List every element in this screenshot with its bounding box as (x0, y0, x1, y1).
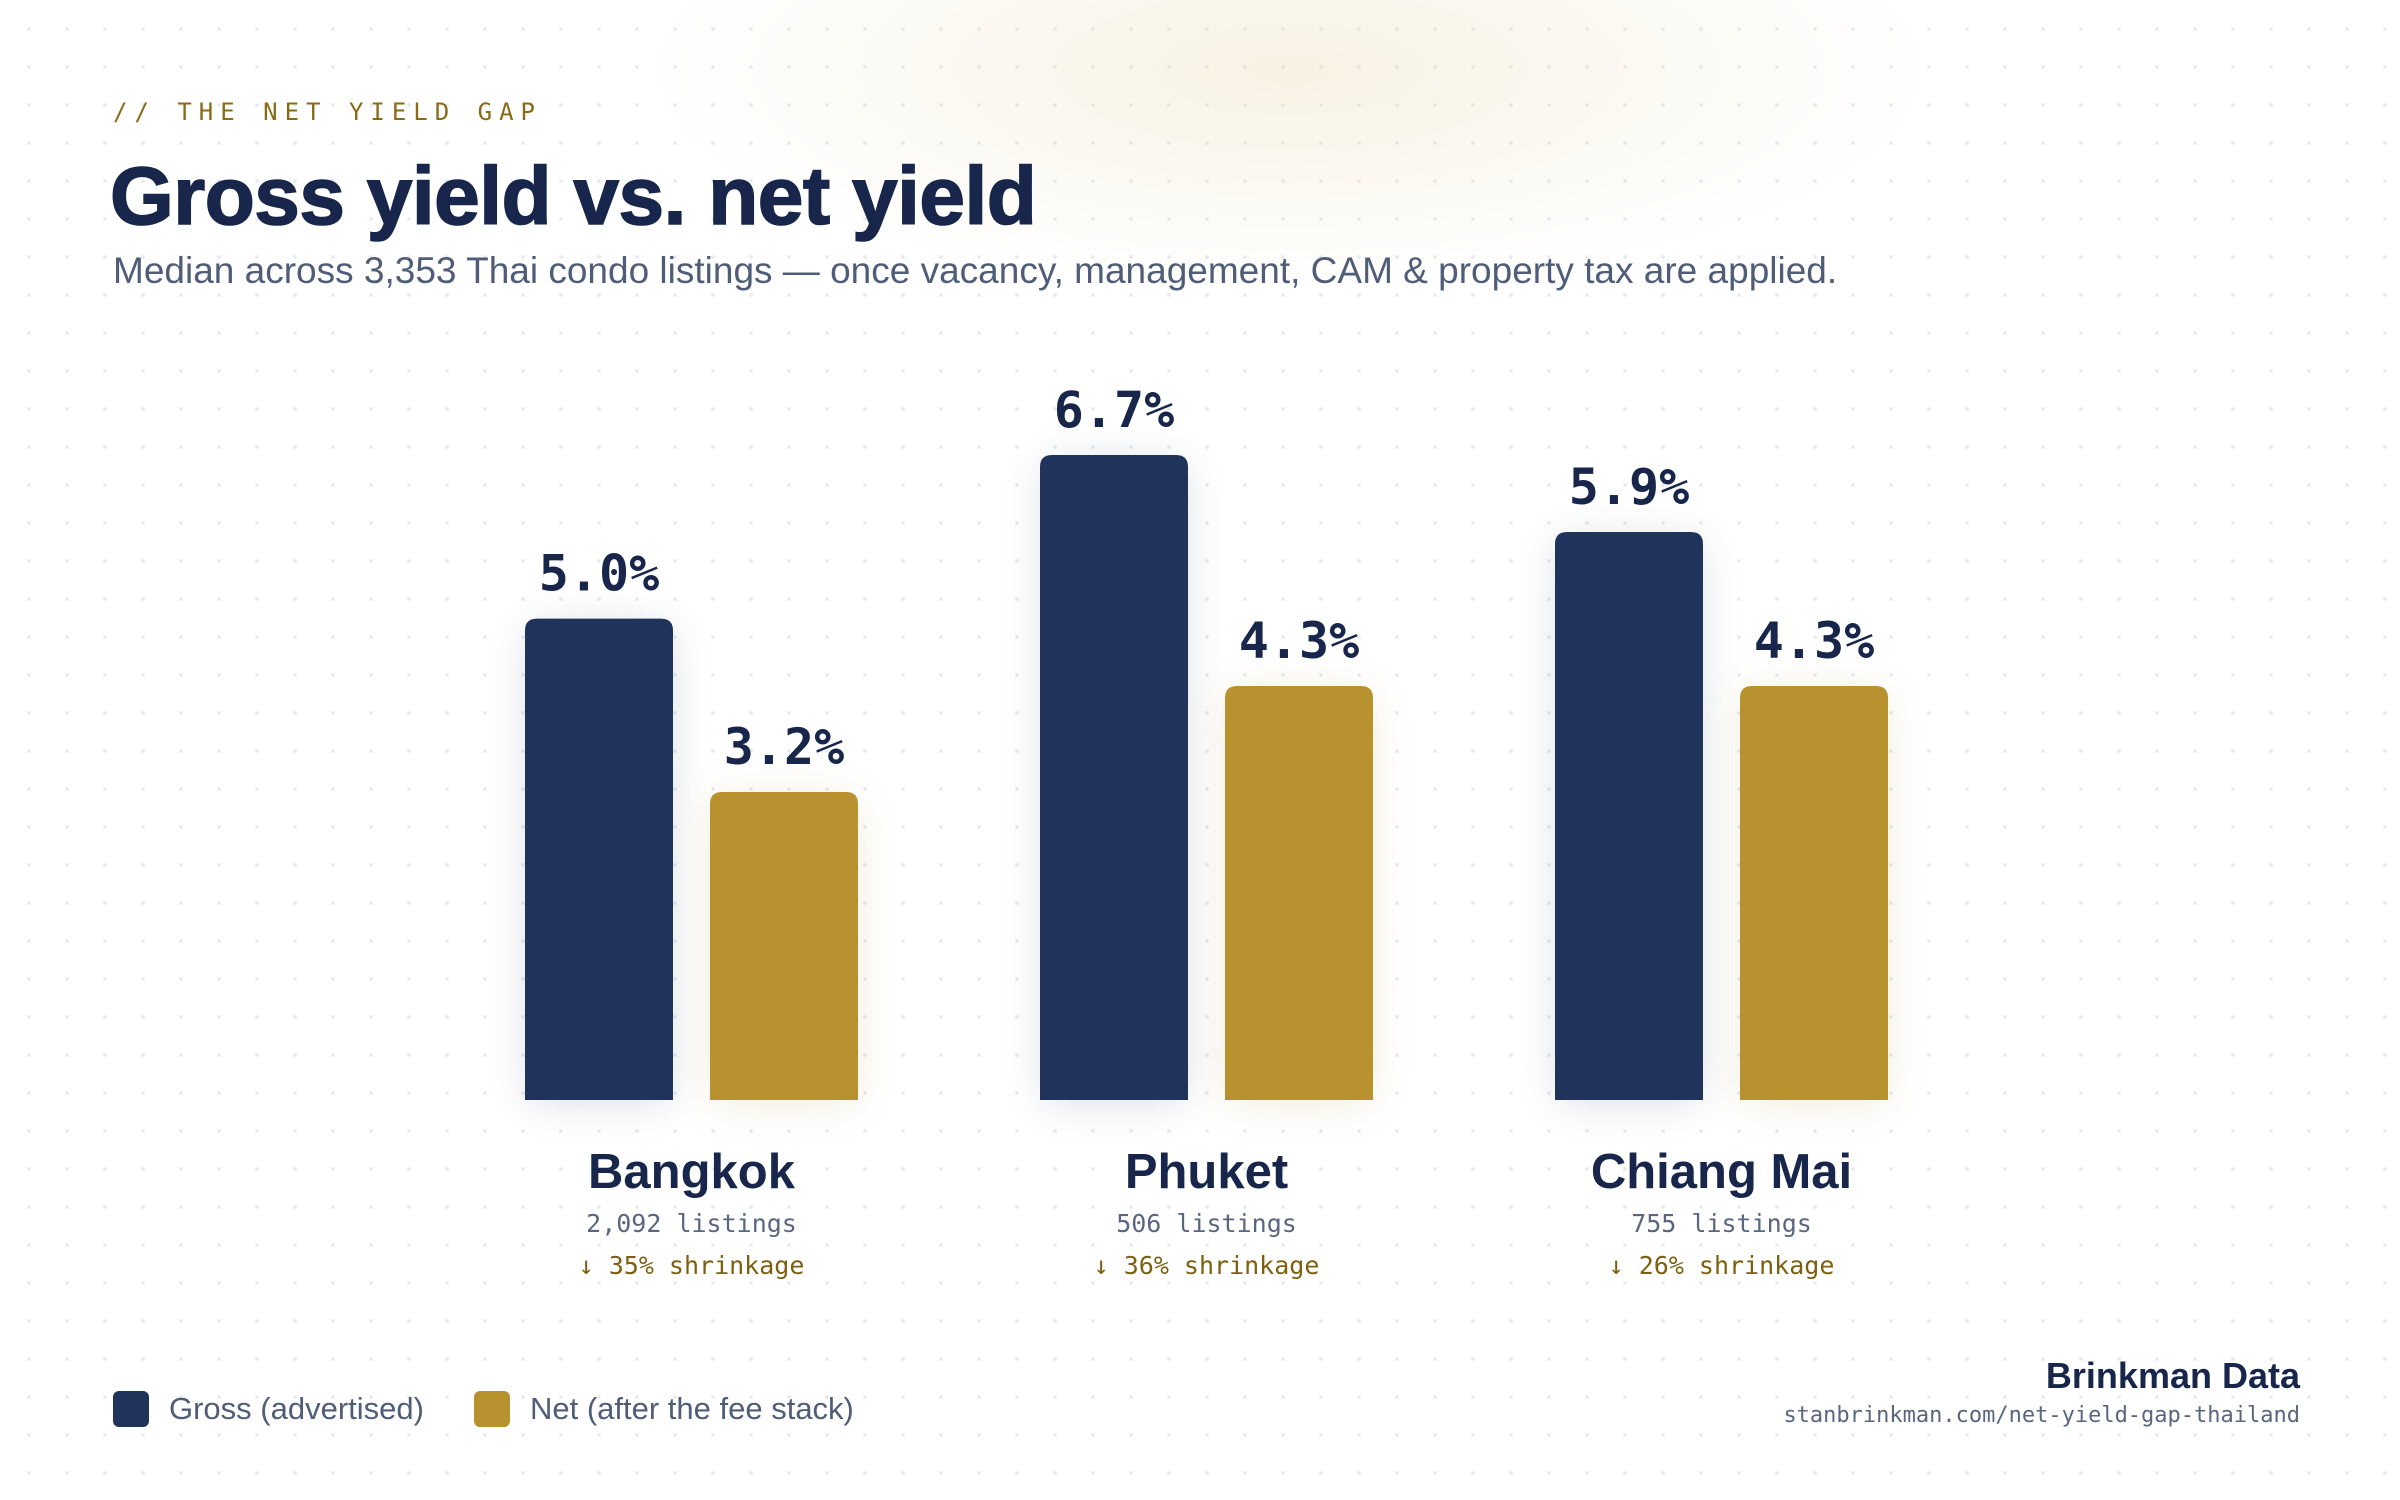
brand-url[interactable]: stanbrinkman.com/net-yield-gap-thailand (1783, 1403, 2300, 1428)
value-label-gross-chiang-mai: 5.9% (1569, 458, 1689, 516)
listings-count-phuket: 506 listings (1116, 1209, 1297, 1238)
value-label-net-chiang-mai: 4.3% (1754, 612, 1874, 670)
brand-block: Brinkman Data stanbrinkman.com/net-yield… (1783, 1355, 2300, 1428)
value-label-net-bangkok: 3.2% (724, 718, 844, 776)
legend-label-gross: Gross (advertised) (169, 1391, 424, 1426)
shrinkage-note-chiang-mai: ↓ 26% shrinkage (1609, 1251, 1835, 1280)
value-label-net-phuket: 4.3% (1239, 612, 1359, 670)
chart-legend: Gross (advertised) Net (after the fee st… (113, 1391, 904, 1427)
bar-gross-chiang-mai[interactable] (1555, 532, 1703, 1100)
bar-net-bangkok[interactable] (710, 791, 858, 1100)
shrinkage-note-bangkok: ↓ 35% shrinkage (579, 1251, 805, 1280)
eyebrow-label: // THE NET YIELD GAP (113, 98, 542, 126)
legend-item-net: Net (after the fee stack) (473, 1391, 854, 1427)
legend-swatch-net (473, 1391, 510, 1427)
brand-name: Brinkman Data (2045, 1355, 2300, 1396)
bar-gross-bangkok[interactable] (525, 618, 673, 1100)
bar-net-chiang-mai[interactable] (1740, 686, 1888, 1100)
category-label-phuket: Phuket (1125, 1145, 1288, 1199)
bar-gross-phuket[interactable] (1040, 455, 1188, 1100)
legend-swatch-gross (113, 1391, 149, 1427)
legend-item-gross: Gross (advertised) (113, 1391, 424, 1427)
category-label-bangkok: Bangkok (588, 1145, 796, 1199)
page-subtitle: Median across 3,353 Thai condo listings … (113, 250, 1838, 291)
shrinkage-note-phuket: ↓ 36% shrinkage (1094, 1251, 1320, 1280)
page-title: Gross yield vs. net yield (109, 150, 1037, 243)
category-label-chiang-mai: Chiang Mai (1591, 1145, 1852, 1199)
listings-count-bangkok: 2,092 listings (586, 1209, 797, 1238)
legend-label-net: Net (after the fee stack) (529, 1391, 854, 1426)
bar-net-phuket[interactable] (1225, 686, 1373, 1100)
value-label-gross-bangkok: 5.0% (539, 545, 659, 603)
value-label-gross-phuket: 6.7% (1054, 381, 1174, 439)
listings-count-chiang-mai: 755 listings (1631, 1209, 1812, 1238)
